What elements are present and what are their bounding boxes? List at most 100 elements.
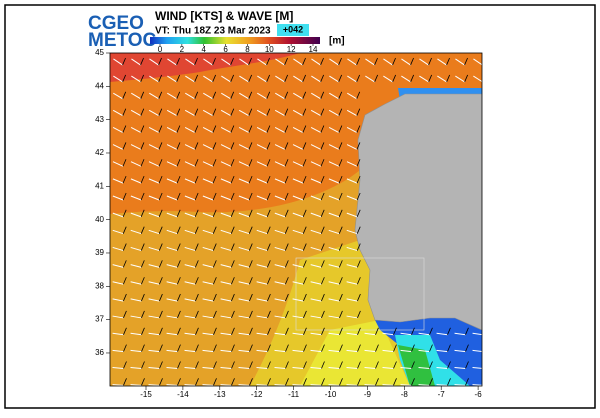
wind-arrow — [112, 161, 124, 167]
wind-arrow — [167, 92, 177, 100]
wind-arrow — [238, 349, 250, 353]
wind-barb — [284, 125, 289, 133]
wind-arrow — [292, 246, 304, 252]
wind-arrow — [292, 367, 304, 369]
wind-arrow — [185, 75, 195, 83]
wind-arrow — [436, 332, 448, 336]
wind-barb — [375, 344, 379, 352]
wind-arrow — [166, 212, 178, 218]
wind-arrow — [112, 229, 124, 235]
wind-barb — [302, 192, 307, 201]
wind-arrow — [365, 58, 375, 66]
wind-barb — [410, 57, 414, 66]
logo-line: METOC — [88, 30, 157, 51]
wind-arrow — [400, 367, 412, 369]
wind-barb — [320, 125, 325, 133]
wind-arrow — [310, 229, 322, 235]
wind-barb — [194, 277, 199, 285]
wind-barb — [176, 192, 181, 201]
wind-arrow — [148, 264, 160, 268]
wind-arrow — [167, 58, 177, 66]
wind-barb — [356, 57, 360, 66]
wind-arrow — [130, 161, 142, 167]
wind-barb — [140, 91, 145, 99]
wind-barb — [140, 260, 145, 268]
wind-arrow — [437, 58, 447, 66]
wind-barb — [338, 260, 343, 268]
wind-arrow — [274, 144, 286, 150]
wind-barb — [411, 344, 415, 352]
wind-arrow — [292, 332, 304, 336]
lon-tick-label: -10 — [325, 390, 337, 399]
lat-tick-label: 41 — [95, 181, 104, 190]
wind-arrow — [275, 75, 285, 83]
wind-arrow — [238, 332, 250, 336]
wind-arrow — [148, 178, 160, 184]
wind-arrow — [149, 58, 159, 66]
wind-arrow — [328, 367, 340, 369]
wind-barb — [302, 277, 307, 285]
wind-barb — [356, 108, 361, 116]
colorbar-tick-label: 8 — [245, 45, 250, 54]
wind-arrow — [184, 384, 196, 386]
lon-tick-label: -15 — [140, 390, 152, 399]
wind-arrow — [184, 212, 196, 218]
wind-arrow — [112, 281, 124, 285]
wind-arrow — [202, 264, 214, 268]
wind-arrow — [184, 195, 196, 201]
wind-arrow — [238, 195, 250, 201]
wind-barb — [141, 310, 145, 319]
wind-arrow — [148, 161, 160, 167]
wind-arrow — [148, 109, 160, 117]
lon-tick-label: -14 — [177, 390, 189, 399]
wind-barb — [393, 327, 397, 335]
wind-barb — [230, 142, 235, 150]
wind-barb — [429, 344, 433, 352]
wind-barb — [123, 327, 127, 335]
wind-barb — [321, 310, 325, 319]
wind-arrow — [274, 367, 286, 369]
wind-arrow — [274, 264, 286, 268]
wind-barb — [248, 57, 252, 66]
wind-arrow — [112, 332, 124, 336]
wind-arrow — [220, 384, 232, 386]
wind-arrow — [112, 178, 124, 184]
wind-barb — [158, 260, 163, 268]
wind-arrow — [293, 75, 303, 83]
wind-arrow — [292, 315, 304, 319]
wind-barb — [321, 293, 325, 302]
wind-arrow — [328, 127, 340, 133]
wind-barb — [212, 277, 217, 285]
wind-barb — [159, 378, 163, 386]
wind-arrow — [292, 384, 304, 386]
wind-arrow — [329, 58, 339, 66]
wind-barb — [266, 260, 271, 268]
wind-arrow — [310, 161, 322, 167]
wind-arrow — [166, 246, 178, 252]
wind-arrow — [238, 127, 250, 133]
wind-barb — [123, 344, 127, 352]
wind-arrow — [220, 315, 232, 319]
wind-arrow — [202, 367, 214, 369]
wind-arrow — [184, 332, 196, 336]
wind-barb — [194, 159, 199, 167]
wind-barb — [266, 125, 271, 133]
wind-arrow — [220, 212, 232, 218]
wind-arrow — [220, 109, 232, 117]
wind-barb — [356, 260, 361, 268]
lat-tick-label: 44 — [95, 81, 104, 90]
wind-barb — [159, 361, 163, 369]
wind-arrow — [292, 349, 304, 353]
wind-arrow — [149, 92, 159, 100]
wind-arrow — [310, 246, 322, 252]
wind-arrow — [328, 332, 340, 336]
lat-tick-label: 43 — [95, 115, 104, 124]
wind-barb — [357, 310, 361, 319]
wind-barb — [338, 226, 343, 234]
wind-arrow — [419, 75, 429, 83]
wind-barb — [447, 344, 451, 352]
wind-arrow — [274, 349, 286, 353]
wind-arrow — [256, 109, 268, 117]
wind-arrow — [184, 349, 196, 353]
wind-arrow — [400, 349, 412, 353]
